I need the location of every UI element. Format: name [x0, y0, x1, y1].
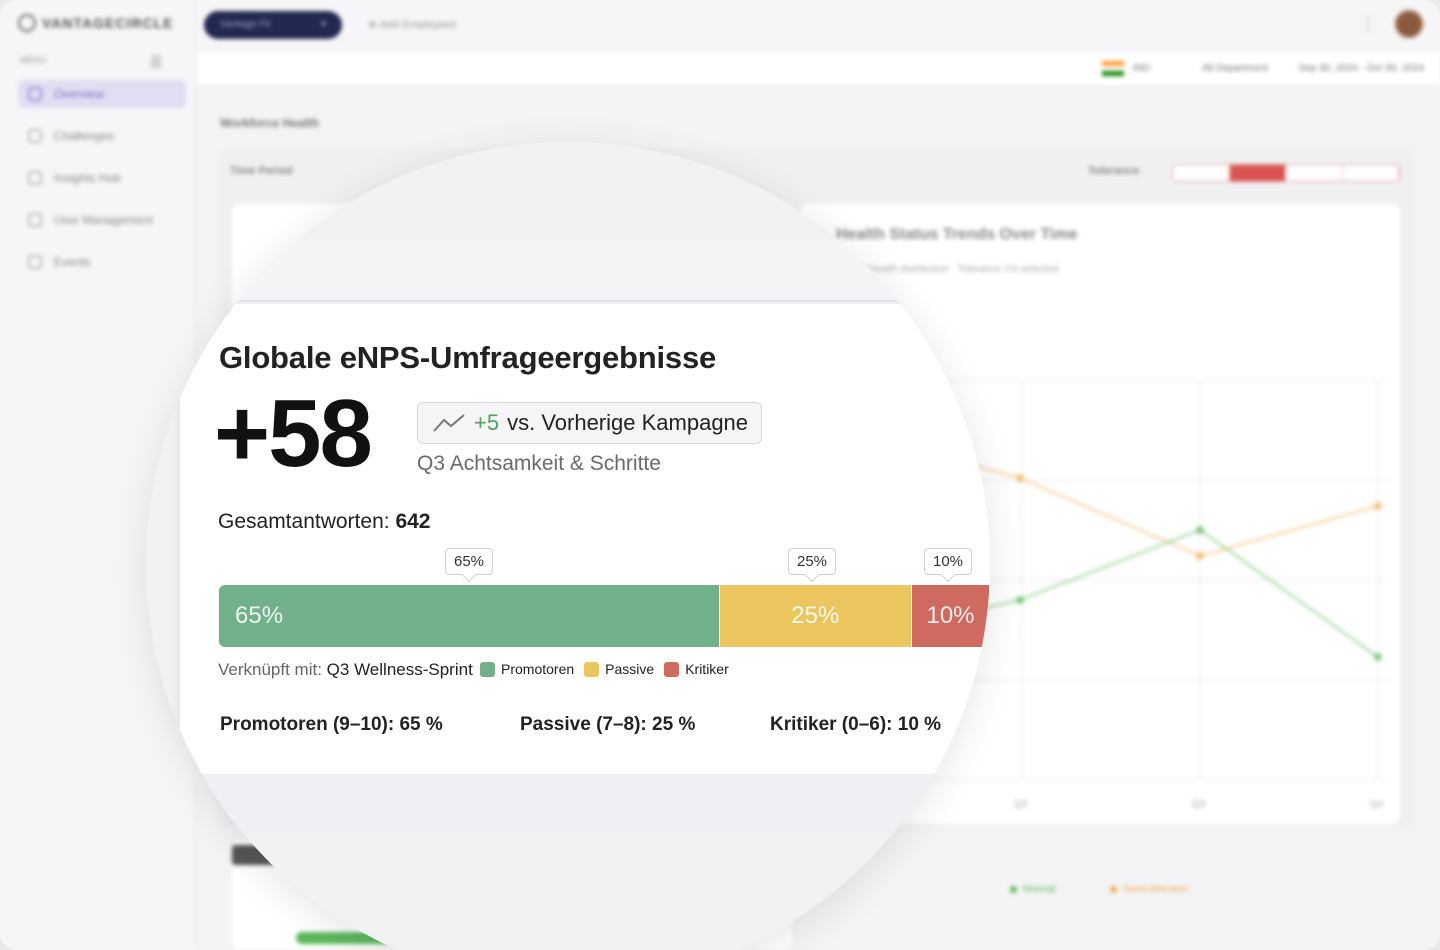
passive-tooltip: 25%: [788, 548, 837, 575]
legend-label: Normal: [1023, 884, 1056, 895]
country-filter[interactable]: IND: [1132, 63, 1150, 74]
total-value: 642: [395, 510, 431, 533]
trophy-icon: [28, 129, 42, 143]
need-attention-point: [1016, 474, 1024, 482]
normal-point: [1196, 526, 1204, 534]
normal-point: [1374, 653, 1382, 661]
enps-score: +58: [214, 380, 373, 487]
workspace-switcher[interactable]: Vantage Fit ▾: [204, 11, 342, 39]
promoter-segment[interactable]: 65%: [219, 585, 720, 647]
detractor-tooltip: 10%: [924, 548, 973, 575]
department-filter[interactable]: All Department: [1201, 63, 1268, 74]
trend-title: Health Status Trends Over Time: [836, 226, 1078, 243]
passive-segment[interactable]: 25%: [719, 585, 912, 647]
legend-swatch: [664, 661, 680, 677]
users-icon: [28, 213, 42, 227]
linked-label: Verknüpft mit:: [218, 660, 322, 679]
legend-swatch: [584, 661, 600, 677]
section-title: Workforce Health: [220, 116, 320, 130]
sidebar-item-overview[interactable]: Overview: [18, 80, 186, 108]
passive-summary: Passive (7–8): 25 %: [520, 714, 696, 735]
chevron-down-icon: ▾: [320, 19, 326, 30]
brand-name: VANTAGECIRCLE: [42, 15, 174, 31]
legend-item-promoters: Promotoren: [480, 661, 574, 677]
sidebar-item-user-management[interactable]: User Management: [18, 206, 186, 234]
legend-swatch: [1110, 886, 1117, 893]
enps-distribution-bar: 65% 25% 10%: [219, 585, 989, 647]
promoter-tooltip: 65%: [445, 548, 494, 575]
sidebar-nav: Overview Challenges Insights Hub User Ma…: [18, 80, 186, 290]
linked-value: Q3 Wellness-Sprint: [326, 660, 473, 679]
below-card-area: [180, 774, 990, 834]
tolerance-option[interactable]: [1286, 165, 1343, 181]
tolerance-selector[interactable]: [1172, 164, 1400, 182]
menu-collapse-icon[interactable]: ☰: [150, 54, 163, 70]
overview-icon: [28, 87, 42, 101]
add-employees-label: Add Employees: [379, 19, 457, 31]
filter-bar: IND All Department Sep 30, 2024 - Oct 30…: [196, 52, 1440, 86]
tolerance-label: Tolerance: [1088, 165, 1140, 177]
add-employees-link[interactable]: ⊕ Add Employees: [368, 18, 457, 31]
legend-swatch: [480, 661, 495, 677]
date-range-filter[interactable]: Sep 30, 2024 - Oct 30, 2024: [1298, 63, 1424, 74]
campaign-name: Q3 Achtsamkeit & Schritte: [417, 452, 661, 475]
legend-swatch: [1010, 886, 1017, 893]
tolerance-option[interactable]: [1343, 165, 1399, 181]
time-period-label: Time Period: [230, 165, 293, 177]
x-tick-label: Q4: [1370, 799, 1384, 810]
avatar[interactable]: [1394, 9, 1424, 39]
sidebar-item-challenges[interactable]: Challenges: [18, 122, 186, 150]
logo-icon: [18, 14, 36, 32]
sidebar-item-label: User Management: [54, 213, 153, 227]
legend-need-attention: Need Attention: [1110, 884, 1189, 895]
x-tick-label: Q2: [1014, 799, 1028, 810]
delta-badge: +5 vs. Vorherige Kampagne: [417, 402, 762, 444]
card-header-band: [180, 240, 990, 302]
add-user-icon: ⊕: [368, 19, 380, 31]
delta-value: +5: [474, 410, 500, 435]
calendar-icon: [28, 255, 42, 269]
sidebar-item-label: Challenges: [54, 129, 115, 143]
delta-text: vs. Vorherige Kampagne: [507, 410, 749, 435]
legend-label: Promotoren: [501, 661, 575, 677]
insights-icon: [28, 171, 42, 185]
sidebar-item-label: Insights Hub: [54, 171, 121, 185]
normal-point: [1016, 596, 1024, 604]
legend-normal: Normal: [1010, 884, 1055, 895]
total-responses: Gesamtantworten: 642: [218, 510, 430, 534]
lens-content: Globale eNPS-Umfrageergebnisse +58 +5 vs…: [146, 142, 990, 950]
india-flag-icon: [1102, 61, 1124, 76]
legend-label: Kritiker: [685, 661, 729, 677]
detractor-summary: Kritiker (0–6): 10 %: [770, 714, 942, 735]
tolerance-option[interactable]: [1173, 165, 1230, 181]
legend-item-passives: Passive: [584, 661, 654, 677]
promoter-summary: Promotoren (9–10): 65 %: [220, 714, 443, 735]
enps-title: Globale eNPS-Umfrageergebnisse: [219, 340, 717, 375]
need-attention-point: [1374, 502, 1382, 510]
legend-label: Need Attention: [1123, 884, 1189, 895]
logo: VANTAGECIRCLE: [18, 14, 173, 32]
more-options-icon[interactable]: ⋮: [1360, 16, 1376, 33]
need-attention-point: [1196, 552, 1204, 560]
total-label: Gesamtantworten:: [218, 510, 390, 533]
legend-item-detractors: Kritiker: [664, 661, 729, 677]
sidebar-item-label: Events: [54, 255, 91, 269]
trend-up-icon: [433, 414, 465, 432]
topbar: Vantage Fit ▾ ⊕ Add Employees ⋮: [196, 0, 1440, 52]
linked-campaign: Verknüpft mit: Q3 Wellness-Sprint: [218, 660, 473, 680]
menu-label: MENU: [20, 55, 47, 65]
enps-card: [180, 304, 990, 774]
tolerance-option-selected[interactable]: [1229, 165, 1286, 181]
legend-label: Passive: [605, 661, 655, 677]
detractor-segment[interactable]: 10%: [912, 585, 989, 647]
sidebar-item-events[interactable]: Events: [18, 248, 186, 276]
sidebar-item-insights-hub[interactable]: Insights Hub: [18, 164, 186, 192]
x-tick-label: Q3: [1192, 799, 1206, 810]
sidebar-item-label: Overview: [54, 87, 105, 101]
workspace-name: Vantage Fit: [220, 19, 271, 30]
enps-legend: Promotoren Passive Kritiker: [480, 661, 729, 677]
magnifier-lens: Globale eNPS-Umfrageergebnisse +58 +5 vs…: [146, 142, 990, 950]
